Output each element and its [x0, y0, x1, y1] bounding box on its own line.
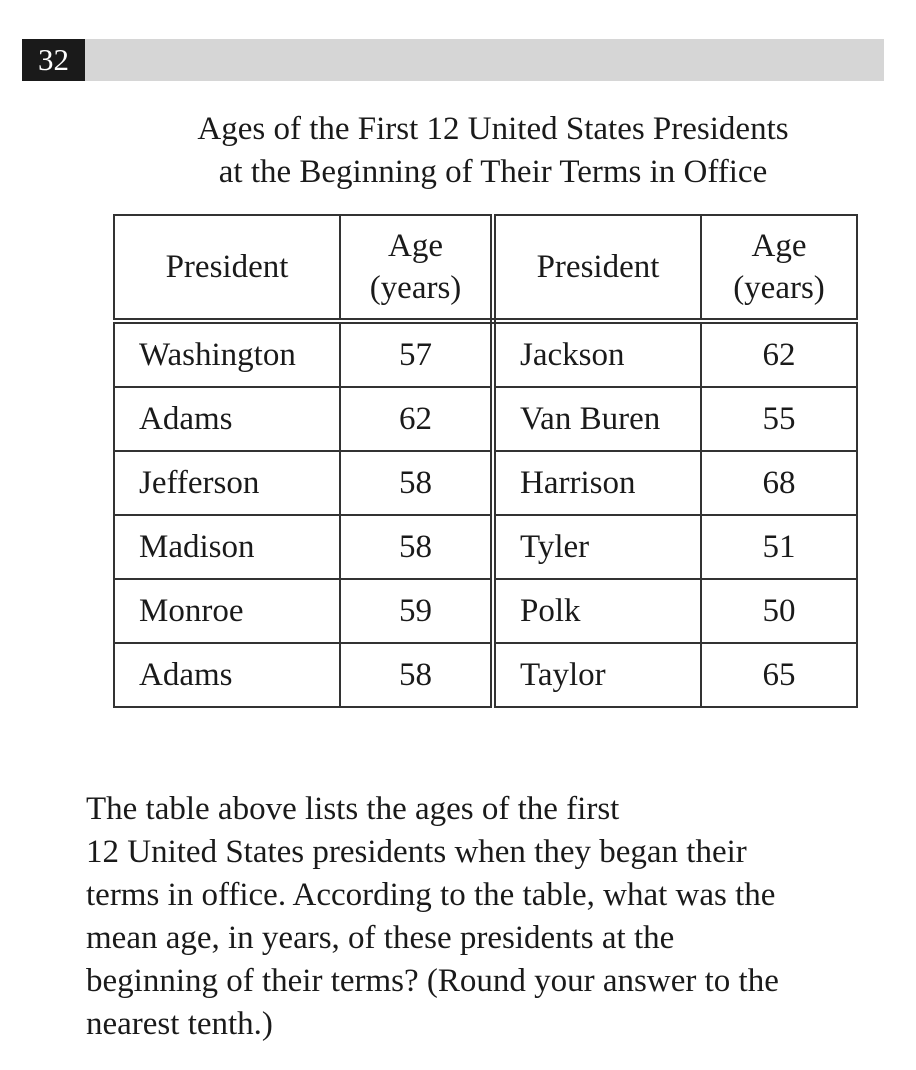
table-row: Jefferson 58 Harrison 68: [113, 450, 858, 516]
question-text: The table above lists the ages of the fi…: [86, 788, 886, 1046]
president-name: Adams: [113, 386, 341, 452]
president-name: Monroe: [113, 578, 341, 644]
table-title-line-1: Ages of the First 12 United States Presi…: [197, 111, 789, 147]
table-title: Ages of the First 12 United States Presi…: [60, 108, 916, 194]
president-age: 68: [700, 450, 858, 516]
header-president-right: President: [492, 214, 702, 324]
header-president-left: President: [113, 214, 341, 324]
header-age-right-line-2: (years): [733, 270, 825, 306]
president-age: 57: [339, 320, 496, 388]
president-name: Jefferson: [113, 450, 341, 516]
header-age-left-line-1: Age: [388, 228, 443, 264]
table-row: Adams 58 Taylor 65: [113, 642, 858, 708]
table-title-line-2: at the Beginning of Their Terms in Offic…: [218, 154, 768, 190]
president-name: Van Buren: [492, 386, 702, 452]
question-number: 32: [22, 39, 85, 81]
header-bar: [22, 39, 884, 81]
header-age-right: Age (years): [700, 214, 858, 324]
president-name: Adams: [113, 642, 341, 708]
president-name: Tyler: [492, 514, 702, 580]
president-name: Polk: [492, 578, 702, 644]
president-name: Washington: [113, 320, 341, 388]
table-row: Madison 58 Tyler 51: [113, 514, 858, 580]
president-name: Jackson: [492, 320, 702, 388]
president-age: 58: [339, 642, 496, 708]
presidents-ages-table: President Age (years) President Age (yea…: [113, 214, 858, 708]
president-age: 59: [339, 578, 496, 644]
president-name: Madison: [113, 514, 341, 580]
table-row: Monroe 59 Polk 50: [113, 578, 858, 644]
president-age: 62: [700, 320, 858, 388]
header-age-right-line-1: Age: [751, 228, 807, 264]
table-row: Washington 57 Jackson 62: [113, 320, 858, 388]
question-line-2: 12 United States presidents when they be…: [86, 834, 747, 870]
president-age: 51: [700, 514, 858, 580]
header-age-left: Age (years): [339, 214, 496, 324]
president-age: 65: [700, 642, 858, 708]
president-name: Harrison: [492, 450, 702, 516]
table-header-row: President Age (years) President Age (yea…: [113, 214, 858, 324]
president-age: 55: [700, 386, 858, 452]
president-age: 50: [700, 578, 858, 644]
header-age-left-line-2: (years): [369, 270, 462, 306]
president-age: 58: [339, 514, 496, 580]
question-line-3: terms in office. According to the table,…: [86, 877, 776, 913]
president-age: 62: [339, 386, 496, 452]
president-age: 58: [339, 450, 496, 516]
question-line-5: beginning of their terms? (Round your an…: [86, 963, 779, 999]
table-row: Adams 62 Van Buren 55: [113, 386, 858, 452]
president-name: Taylor: [492, 642, 702, 708]
question-line-6: nearest tenth.): [86, 1006, 273, 1042]
question-line-1: The table above lists the ages of the fi…: [86, 791, 620, 827]
question-line-4: mean age, in years, of these presidents …: [86, 920, 675, 956]
